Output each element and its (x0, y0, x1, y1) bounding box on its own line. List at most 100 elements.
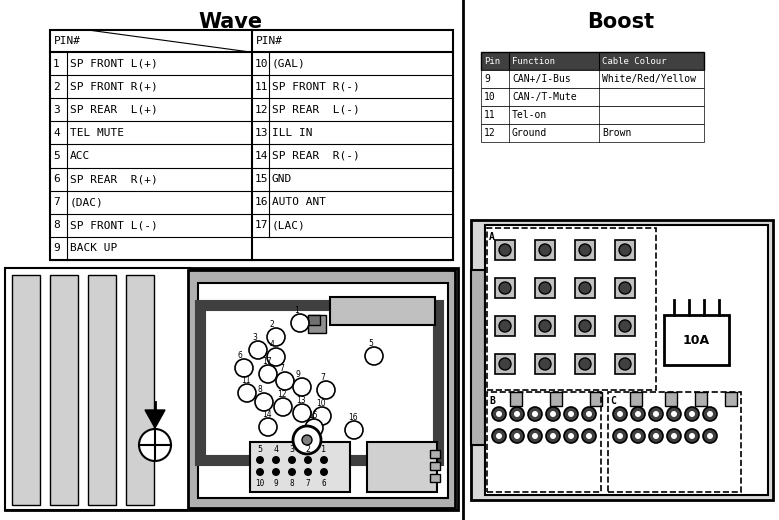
Text: 5: 5 (258, 446, 263, 454)
Circle shape (619, 358, 631, 370)
Bar (630, 392, 642, 406)
Circle shape (586, 433, 592, 439)
Text: 15: 15 (308, 411, 318, 420)
Text: 12: 12 (255, 105, 269, 115)
Circle shape (564, 407, 578, 421)
Circle shape (238, 384, 256, 402)
Circle shape (313, 407, 331, 425)
Text: 9: 9 (484, 74, 490, 84)
Text: 7: 7 (305, 479, 310, 488)
Bar (550, 392, 562, 406)
Text: 12: 12 (277, 390, 287, 399)
Text: 13: 13 (296, 396, 305, 405)
Circle shape (302, 435, 312, 445)
Text: 2: 2 (53, 82, 60, 92)
Text: 10: 10 (316, 399, 326, 408)
Bar (50, 30, 453, 260)
Bar (590, 392, 602, 406)
Bar (487, 228, 656, 390)
Text: 9: 9 (273, 479, 278, 488)
Text: 16: 16 (348, 413, 358, 422)
Bar (481, 88, 704, 106)
Text: 6: 6 (53, 174, 60, 184)
Text: 10: 10 (484, 92, 495, 102)
Bar (463, 0, 779, 520)
Text: ILL IN: ILL IN (272, 128, 312, 138)
Text: SP REAR  L(+): SP REAR L(+) (70, 105, 158, 115)
Text: AUTO ANT: AUTO ANT (272, 197, 326, 207)
Circle shape (579, 320, 591, 332)
Text: SP REAR  R(+): SP REAR R(+) (70, 174, 158, 184)
Text: 7: 7 (320, 373, 325, 382)
Circle shape (619, 320, 631, 332)
Bar (471, 270, 485, 445)
Bar (510, 392, 522, 406)
Circle shape (320, 468, 328, 476)
Circle shape (631, 407, 645, 421)
Bar (250, 442, 350, 492)
Circle shape (707, 411, 713, 417)
Text: 2: 2 (305, 446, 311, 454)
Circle shape (492, 407, 506, 421)
Text: CAN-/T-Mute: CAN-/T-Mute (512, 92, 576, 102)
Circle shape (288, 456, 296, 464)
Text: 11: 11 (255, 82, 269, 92)
Text: 3: 3 (252, 333, 257, 342)
Circle shape (499, 358, 511, 370)
Circle shape (617, 433, 623, 439)
Bar (0, 0, 463, 520)
Text: 10: 10 (256, 479, 265, 488)
Text: 4: 4 (53, 128, 60, 138)
Text: 1: 1 (294, 306, 299, 315)
Bar (535, 278, 555, 298)
Circle shape (579, 244, 591, 256)
Text: 2: 2 (270, 320, 275, 329)
Circle shape (568, 411, 574, 417)
Bar (50, 275, 78, 505)
Text: SP FRONT R(-): SP FRONT R(-) (272, 82, 360, 92)
Circle shape (550, 411, 556, 417)
Bar (535, 354, 555, 374)
Text: BACK UP: BACK UP (70, 243, 118, 253)
Bar (608, 392, 741, 492)
Text: 6: 6 (238, 351, 243, 360)
Circle shape (499, 282, 511, 294)
Bar (495, 316, 515, 336)
Bar (575, 316, 595, 336)
Text: 8: 8 (53, 220, 60, 230)
Circle shape (293, 426, 321, 454)
Text: CAN+/I-Bus: CAN+/I-Bus (512, 74, 571, 84)
Circle shape (291, 314, 309, 332)
Circle shape (256, 456, 264, 464)
Text: 7: 7 (279, 364, 284, 373)
Circle shape (528, 407, 542, 421)
Bar (535, 240, 555, 260)
Bar (481, 52, 704, 70)
Bar (330, 297, 435, 325)
Bar (535, 316, 555, 336)
Text: Ground: Ground (512, 128, 548, 138)
Circle shape (613, 407, 627, 421)
Text: TEL MUTE: TEL MUTE (70, 128, 124, 138)
Text: 8: 8 (290, 479, 294, 488)
Text: 14: 14 (262, 410, 272, 419)
Bar (725, 392, 737, 406)
Circle shape (496, 433, 502, 439)
Circle shape (635, 433, 641, 439)
Circle shape (288, 468, 296, 476)
Text: SP FRONT L(+): SP FRONT L(+) (70, 59, 158, 69)
Circle shape (259, 365, 277, 383)
Bar (430, 474, 440, 482)
Bar (487, 392, 601, 492)
Bar (495, 278, 515, 298)
Circle shape (546, 429, 560, 443)
Text: A: A (489, 232, 495, 242)
Circle shape (267, 348, 285, 366)
Circle shape (667, 429, 681, 443)
Text: C: C (610, 396, 616, 406)
Text: 15: 15 (255, 174, 269, 184)
Text: SP FRONT R(+): SP FRONT R(+) (70, 82, 158, 92)
Bar (695, 392, 707, 406)
Circle shape (532, 433, 538, 439)
Circle shape (619, 244, 631, 256)
